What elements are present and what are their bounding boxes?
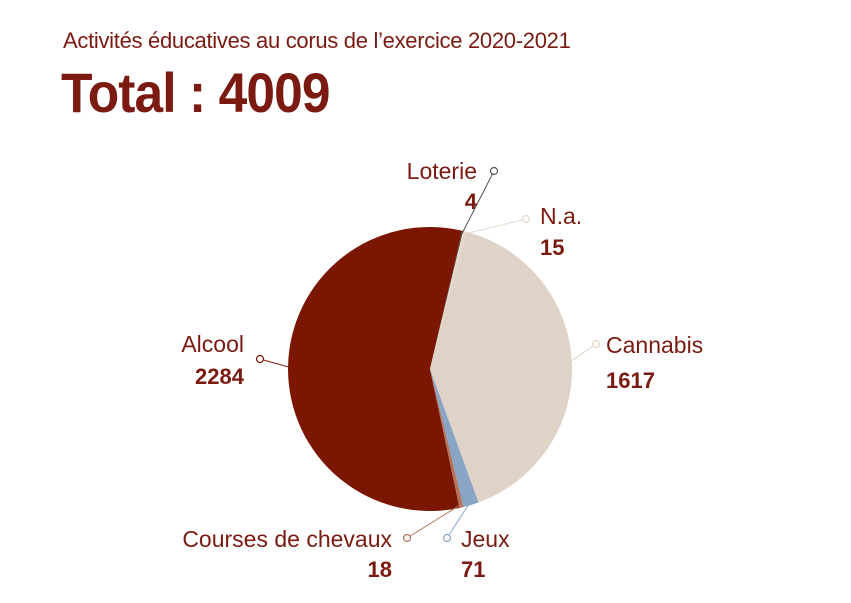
chart-subtitle: Activités éducatives au corus de l’exerc… <box>63 28 571 53</box>
callout-dot-loterie <box>489 166 499 176</box>
slice-label-cannabis: Cannabis <box>606 332 703 358</box>
pie-slice-loterie <box>430 230 464 369</box>
callout-line-n-a <box>463 218 527 235</box>
slice-value-cannabis: 1617 <box>606 368 655 393</box>
slice-label-loterie: Loterie <box>407 158 477 184</box>
slice-label-jeux: Jeux <box>461 526 510 552</box>
slice-label-n-a: N.a. <box>540 203 582 229</box>
slice-value-alcool: 2284 <box>195 364 245 389</box>
pie-slice-courses-de-chevaux <box>430 369 464 508</box>
callout-dot-courses-de-chevaux <box>402 533 412 543</box>
chart-total: Total : 4009 <box>61 61 331 124</box>
callout-line-jeux <box>446 501 471 539</box>
pie-slice-jeux <box>430 369 479 508</box>
pie-callouts: Alcool 2284 Loterie 4 N.a. 15 Cannabis 1617 Jeux… <box>181 158 703 582</box>
slice-value-n-a: 15 <box>540 235 564 260</box>
pie-slice-cannabis <box>430 231 573 503</box>
callout-dot-cannabis <box>591 339 601 349</box>
callout-line-courses-de-chevaux <box>406 504 462 539</box>
callout-dot-n-a <box>521 214 531 224</box>
callout-line-loterie <box>461 170 495 234</box>
callout-dot-alcool <box>255 354 265 364</box>
callout-line-alcool <box>259 358 292 369</box>
callout-dot-jeux <box>442 533 452 543</box>
slice-label-alcool: Alcool <box>181 331 244 357</box>
slice-value-courses-de-chevaux: 18 <box>368 557 392 582</box>
slice-value-loterie: 4 <box>465 189 478 214</box>
slice-label-courses-de-chevaux: Courses de chevaux <box>182 526 392 552</box>
slice-value-jeux: 71 <box>461 557 485 582</box>
pie-slices <box>288 226 573 511</box>
callout-line-cannabis <box>568 343 597 364</box>
pie-slice-n-a <box>430 230 467 369</box>
pie-slice-alcool <box>288 226 463 511</box>
